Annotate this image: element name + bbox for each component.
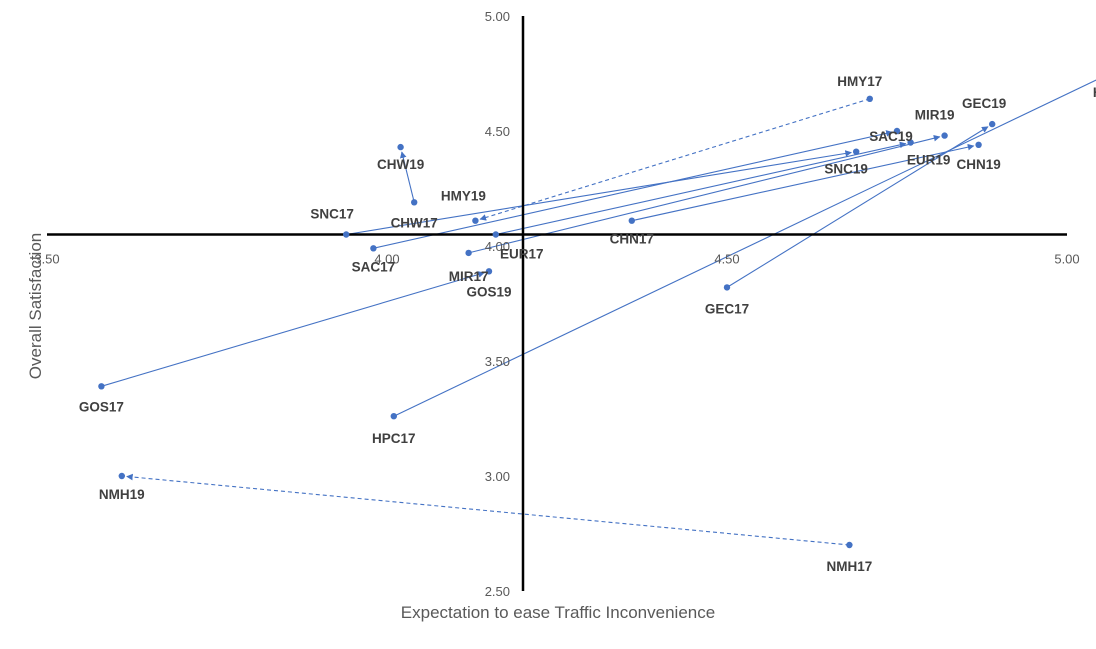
point-label-hmy17: HMY17 [837, 74, 882, 89]
point-hmy19 [472, 217, 479, 224]
point-mir19 [941, 132, 948, 139]
y-tick-label: 2.50 [485, 584, 510, 599]
point-label-mir17: MIR17 [449, 269, 489, 284]
point-gec19 [989, 120, 996, 128]
x-tick-label: 5.00 [1054, 252, 1079, 267]
arrow-sac17-sac19 [373, 130, 893, 249]
arrow-hpc17-hpc19 [393, 79, 1096, 417]
point-hmy17 [866, 95, 873, 103]
arrow-snc17-snc19 [346, 150, 852, 236]
point-label-sac17: SAC17 [352, 259, 396, 274]
point-label-snc17: SNC17 [310, 207, 354, 222]
point-chn17 [628, 217, 635, 224]
point-chw19 [397, 143, 404, 151]
y-tick-label: 4.00 [485, 239, 510, 254]
point-gos19 [485, 268, 493, 275]
point-label-hmy19: HMY19 [441, 189, 486, 204]
point-label-gos17: GOS17 [79, 399, 124, 414]
point-label-snc19: SNC19 [824, 162, 868, 177]
point-label-eur19: EUR19 [907, 153, 951, 168]
point-sac19 [893, 127, 901, 135]
point-mir17 [465, 249, 472, 257]
x-axis-title: Expectation to ease Traffic Inconvenienc… [401, 603, 715, 622]
y-tick-label: 3.00 [485, 469, 510, 484]
axes-layer: 3.50 4.00 4.50 5.00 2.50 3.00 3.50 4.00 4.50 5.00 [34, 9, 1079, 599]
arrow-eur17-eur19 [495, 141, 907, 236]
arrow-chw17-chw19 [400, 151, 415, 203]
point-eur19 [907, 139, 914, 146]
point-chw17 [411, 199, 418, 206]
arrow-layer [101, 79, 1096, 546]
point-label-hpc17: HPC17 [372, 431, 416, 446]
point-label-nmh19: NMH19 [99, 487, 145, 502]
point-gos17 [98, 383, 105, 390]
point-snc17 [343, 231, 350, 238]
point-label-chn17: CHN17 [610, 232, 654, 247]
point-label-hpc19: HPC19 [1093, 85, 1096, 100]
point-label-chw19: CHW19 [377, 157, 424, 172]
point-layer [98, 95, 996, 549]
point-label-layer: SNC17 SNC19 HMY17 HMY19 SAC17 SAC19 EUR17 EUR19… [79, 74, 1096, 574]
point-label-gos19: GOS19 [466, 284, 511, 299]
y-tick-label: 5.00 [485, 9, 510, 24]
point-eur17 [492, 231, 499, 238]
point-label-gec19: GEC19 [962, 96, 1006, 111]
arrow-gec17-gec19 [726, 126, 989, 288]
point-hpc17 [390, 413, 397, 420]
point-sac17 [370, 245, 377, 252]
arrow-chn17-chn19 [631, 143, 975, 222]
point-label-nmh17: NMH17 [827, 559, 873, 574]
point-gec17 [723, 284, 731, 291]
point-label-eur17: EUR17 [500, 247, 544, 262]
arrow-hmy17-hmy19 [479, 98, 870, 221]
point-snc19 [853, 148, 860, 155]
arrow-nmh17-nmh19 [126, 473, 850, 546]
point-label-mir19: MIR19 [915, 108, 955, 123]
x-tick-label: 3.50 [34, 252, 59, 267]
y-tick-label: 3.50 [485, 354, 510, 369]
point-label-chn19: CHN19 [956, 157, 1000, 172]
point-label-sac19: SAC19 [869, 129, 913, 144]
point-nmh17 [846, 541, 853, 549]
point-label-gec17: GEC17 [705, 301, 749, 316]
point-chn19 [975, 141, 982, 148]
y-tick-label: 4.50 [485, 124, 510, 139]
x-tick-label: 4.00 [374, 252, 399, 267]
point-label-chw17: CHW17 [391, 215, 438, 230]
point-nmh19 [118, 472, 126, 480]
y-axis-title: Overall Satisfaction [26, 233, 45, 379]
arrow-gos17-gos19 [101, 271, 485, 387]
x-tick-label: 4.50 [714, 252, 739, 267]
